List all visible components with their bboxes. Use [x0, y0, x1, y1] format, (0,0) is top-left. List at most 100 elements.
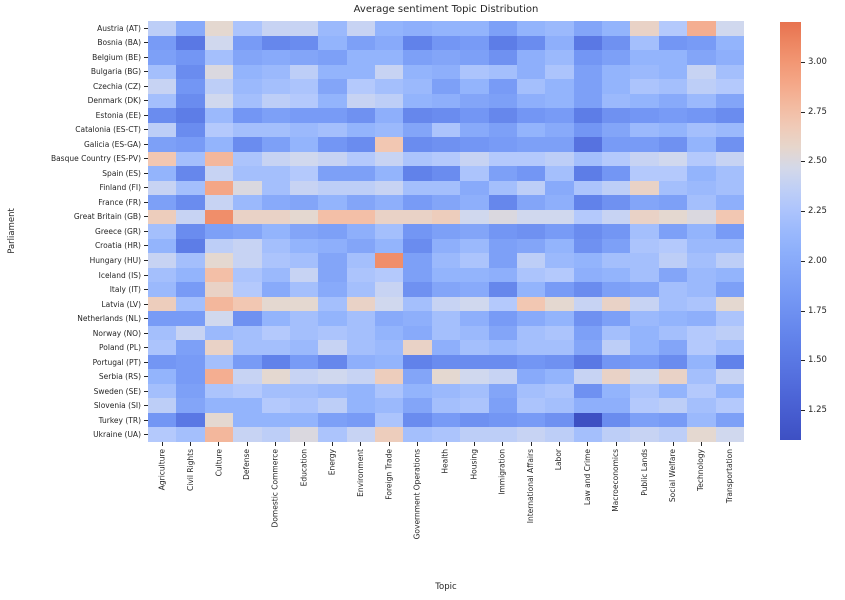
heatmap-cell	[488, 282, 517, 297]
heatmap-cell	[715, 122, 744, 138]
x-tick-mark	[502, 442, 504, 446]
heatmap-cell	[261, 224, 290, 239]
heatmap-cell	[431, 35, 461, 51]
x-tick-mark	[587, 442, 589, 446]
heatmap-cell	[488, 50, 517, 65]
heatmap-cell	[204, 180, 234, 196]
heatmap-cell	[488, 398, 517, 413]
heatmap-cell	[431, 253, 461, 268]
heatmap-cell	[375, 282, 404, 297]
heatmap-cell	[545, 412, 574, 428]
heatmap-cell	[687, 267, 716, 283]
heatmap-cell	[545, 35, 574, 51]
heatmap-cell	[488, 296, 517, 312]
heatmap-cell	[431, 267, 461, 283]
y-tick-row: Bulgaria (BG)	[0, 65, 148, 80]
heatmap-cell	[573, 427, 603, 442]
heatmap-cell	[289, 253, 319, 268]
heatmap-cell	[630, 50, 659, 65]
heatmap-cell	[630, 282, 659, 297]
heatmap-cell	[346, 340, 376, 355]
heatmap-cell	[318, 267, 347, 283]
heatmap-cell	[176, 209, 205, 225]
heatmap-cell	[516, 21, 546, 36]
y-tick-label: Serbia (RS)	[98, 372, 141, 382]
heatmap-cell	[148, 108, 177, 123]
heatmap-cell	[545, 50, 574, 65]
y-tick-mark	[144, 114, 148, 116]
y-tick-label: France (FR)	[98, 197, 141, 207]
heatmap-cell	[289, 412, 319, 428]
heatmap-cell	[403, 253, 432, 268]
heatmap-cell	[488, 93, 517, 109]
heatmap-cell	[346, 253, 376, 268]
heatmap-cell	[488, 108, 517, 123]
heatmap-cell	[318, 108, 347, 123]
heatmap-cell	[602, 209, 631, 225]
heatmap-cell	[289, 282, 319, 297]
y-tick-label: Bosnia (BA)	[97, 38, 141, 48]
heatmap-cell	[261, 412, 290, 428]
heatmap-cell	[573, 369, 603, 384]
heatmap-cell	[346, 50, 376, 65]
heatmap-cell	[431, 122, 461, 138]
y-tick-mark	[144, 405, 148, 407]
y-tick-label: Czechia (CZ)	[93, 81, 141, 91]
heatmap-cell	[545, 79, 574, 94]
heatmap-cell	[233, 340, 262, 355]
heatmap-cell	[545, 224, 574, 239]
heatmap-cell	[573, 383, 603, 399]
y-tick-row: Sweden (SE)	[0, 384, 148, 399]
heatmap-cell	[516, 267, 546, 283]
heatmap-cell	[516, 253, 546, 268]
y-tick-mark	[144, 289, 148, 291]
x-tick-mark	[445, 442, 447, 446]
heatmap-cell	[204, 427, 234, 442]
colorbar-tick-mark	[801, 260, 805, 262]
heatmap-cell	[687, 21, 716, 36]
y-tick-label: Catalonia (ES-CT)	[75, 125, 141, 135]
heatmap-cell	[204, 122, 234, 138]
heatmap-cell	[176, 224, 205, 239]
colorbar-tick-mark	[801, 360, 805, 362]
x-tick-mark	[473, 442, 475, 446]
heatmap-cell	[545, 311, 574, 326]
heatmap-cell	[346, 137, 376, 152]
y-tick-row: Hungary (HU)	[0, 253, 148, 268]
y-tick-row: Spain (ES)	[0, 166, 148, 181]
heatmap-cell	[261, 209, 290, 225]
y-tick-row: Czechia (CZ)	[0, 79, 148, 94]
y-tick-row: Latvia (LV)	[0, 297, 148, 312]
heatmap-cell	[318, 412, 347, 428]
heatmap-cell	[715, 238, 744, 254]
heatmap-cell	[403, 267, 432, 283]
heatmap-cell	[602, 325, 631, 341]
heatmap-cell	[545, 383, 574, 399]
heatmap-cell	[233, 64, 262, 80]
heatmap-cell	[431, 354, 461, 370]
heatmap-cell	[460, 282, 489, 297]
heatmap-cell	[176, 50, 205, 65]
heatmap-cell	[148, 166, 177, 181]
heatmap-cell	[545, 137, 574, 152]
heatmap-cell	[233, 311, 262, 326]
heatmap-cell	[176, 311, 205, 326]
heatmap-cell	[630, 412, 659, 428]
y-tick-label: Denmark (DK)	[87, 96, 141, 106]
heatmap-cell	[233, 108, 262, 123]
heatmap-cell	[403, 383, 432, 399]
heatmap-cell	[602, 398, 631, 413]
y-tick-row: Bosnia (BA)	[0, 36, 148, 51]
heatmap-cell	[573, 398, 603, 413]
heatmap-cell	[375, 427, 404, 442]
y-tick-mark	[144, 361, 148, 363]
heatmap-cell	[431, 369, 461, 384]
heatmap-cell	[516, 151, 546, 167]
x-tick-label: Energy	[327, 449, 337, 476]
heatmap-cell	[233, 50, 262, 65]
heatmap-cell	[715, 369, 744, 384]
y-tick-mark	[144, 56, 148, 58]
heatmap-cell	[346, 64, 376, 80]
heatmap-cell	[148, 383, 177, 399]
heatmap-cell	[148, 340, 177, 355]
